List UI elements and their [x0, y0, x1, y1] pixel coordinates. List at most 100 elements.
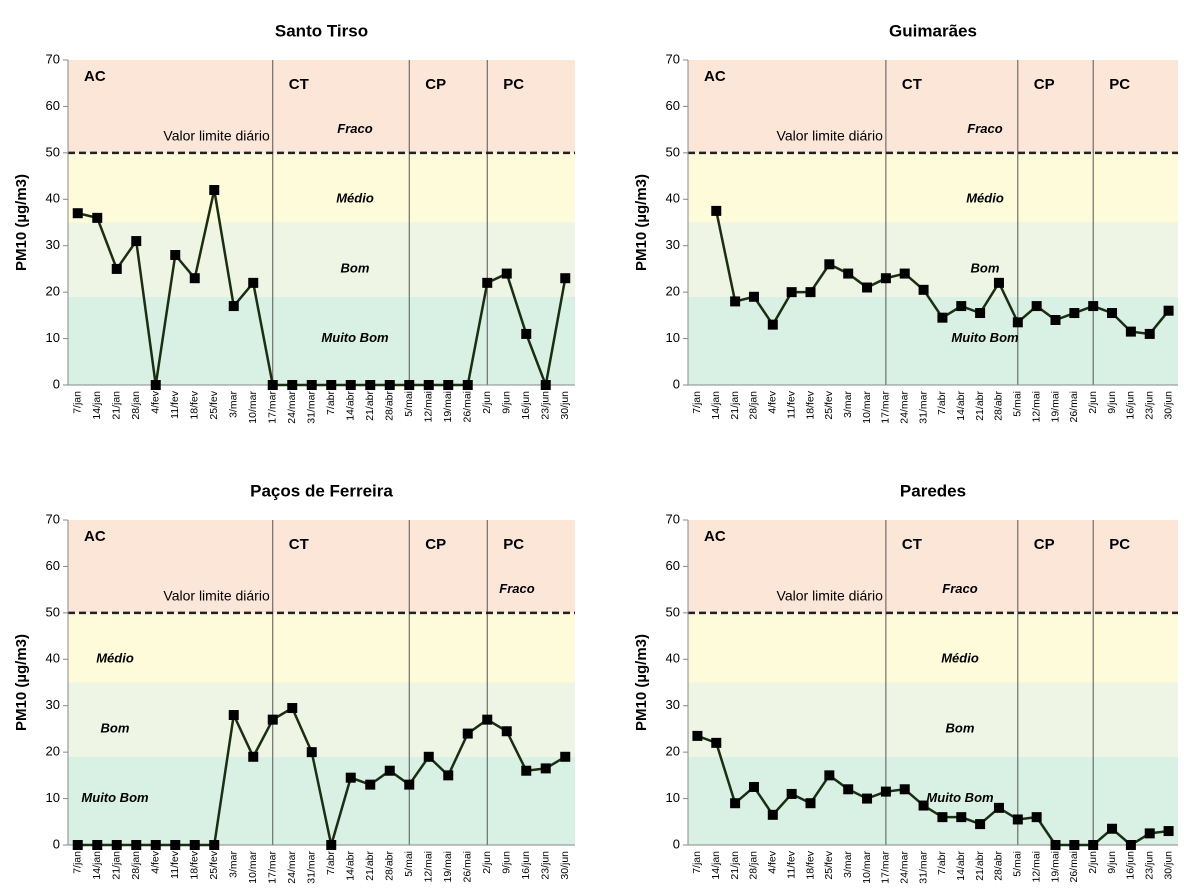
marker [1069, 308, 1080, 319]
y-tick-label: 60 [46, 98, 60, 113]
band-label: Bom [101, 720, 130, 735]
x-tick-label: 25/fev [208, 390, 220, 419]
band-label: Fraco [337, 121, 372, 136]
marker [1144, 828, 1155, 839]
x-tick-label: 16/jun [520, 851, 532, 880]
marker [287, 380, 298, 390]
y-tick-label: 20 [666, 284, 680, 299]
marker [462, 728, 473, 739]
band [68, 612, 575, 683]
marker [805, 287, 816, 298]
x-tick-label: 9/jun [501, 851, 513, 874]
x-tick-label: 19/mai [442, 851, 454, 883]
marker [824, 770, 835, 781]
marker [287, 703, 298, 714]
marker [443, 770, 454, 781]
x-tick-label: 26/mai [462, 391, 474, 423]
y-tick-label: 10 [46, 330, 60, 345]
marker [956, 812, 967, 823]
x-tick-label: 21/jan [729, 391, 741, 420]
marker [880, 273, 891, 284]
marker [111, 263, 122, 274]
band [688, 222, 1178, 297]
x-tick-label: 14/abr [955, 851, 967, 881]
marker [540, 380, 551, 390]
marker [365, 779, 376, 790]
marker [92, 840, 103, 850]
x-tick-label: 28/abr [384, 391, 396, 421]
x-tick-label: 28/abr [384, 851, 396, 881]
y-tick-label: 60 [666, 98, 680, 113]
x-tick-label: 21/abr [364, 391, 376, 421]
marker [365, 380, 376, 390]
x-tick-label: 28/jan [130, 391, 142, 420]
marker [937, 312, 948, 323]
band-label: Bom [946, 720, 975, 735]
marker [843, 268, 854, 279]
x-tick-label: 19/mai [1049, 851, 1061, 883]
chart-title: Paredes [900, 481, 966, 500]
marker [956, 301, 967, 312]
y-tick-label: 30 [666, 237, 680, 252]
chart: AC CT CP PC Valor limite diário Muito Bom Bom M… [633, 481, 1178, 884]
marker [730, 296, 741, 307]
band-label: Muito Bom [321, 330, 389, 345]
marker [993, 277, 1004, 288]
marker [1125, 840, 1136, 850]
marker [862, 282, 873, 293]
marker [1107, 308, 1118, 319]
y-tick-label: 50 [46, 604, 60, 619]
y-tick-label: 40 [666, 651, 680, 666]
x-tick-label: 7/abr [325, 391, 337, 415]
period-label: AC [84, 528, 106, 545]
limit-label: Valor limite diário [777, 127, 884, 143]
x-tick-label: 10/mar [247, 391, 259, 424]
x-tick-label: 9/jun [1106, 851, 1118, 874]
x-tick-label: 11/fev [169, 850, 181, 879]
chart: AC CT CP PC Valor limite diário Muito Bom Bom M… [13, 21, 575, 424]
marker [937, 812, 948, 823]
x-tick-label: 21/jan [729, 851, 741, 880]
band-label: Fraco [499, 581, 534, 596]
x-tick-label: 14/abr [345, 851, 357, 881]
marker [730, 798, 741, 809]
marker [345, 772, 356, 783]
marker [345, 380, 356, 390]
x-tick-label: 28/jan [748, 391, 760, 420]
x-tick-label: 14/jan [710, 391, 722, 420]
x-tick-label: 31/mar [917, 851, 929, 884]
marker [72, 208, 83, 219]
band-label: Muito Bom [951, 330, 1019, 345]
band [688, 152, 1178, 223]
y-axis-label: PM10 (µg/m3) [13, 634, 30, 731]
x-tick-label: 23/jun [1144, 851, 1156, 880]
period-label: PC [503, 76, 524, 93]
x-tick-label: 4/fev [767, 390, 779, 414]
marker [711, 205, 722, 216]
marker [404, 779, 415, 790]
x-tick-label: 23/jun [540, 851, 552, 880]
y-tick-label: 50 [666, 144, 680, 159]
x-tick-label: 14/abr [955, 391, 967, 421]
x-tick-label: 26/mai [462, 851, 474, 883]
marker [267, 380, 278, 390]
marker [1088, 301, 1099, 312]
x-tick-label: 26/mai [1068, 391, 1080, 423]
band [68, 520, 575, 613]
x-tick-label: 7/abr [936, 391, 948, 415]
y-tick-label: 70 [666, 51, 680, 66]
marker [404, 380, 415, 390]
x-tick-label: 14/jan [91, 851, 103, 880]
marker [560, 751, 571, 762]
period-label: CP [1034, 76, 1055, 93]
x-tick-label: 16/jun [520, 391, 532, 420]
x-tick-label: 14/abr [345, 391, 357, 421]
marker [326, 840, 337, 850]
marker [1144, 328, 1155, 339]
x-tick-label: 7/abr [325, 851, 337, 875]
marker [560, 273, 571, 284]
x-tick-label: 17/mar [267, 851, 279, 884]
marker [248, 751, 259, 762]
marker [267, 714, 278, 725]
x-tick-label: 17/mar [267, 391, 279, 424]
